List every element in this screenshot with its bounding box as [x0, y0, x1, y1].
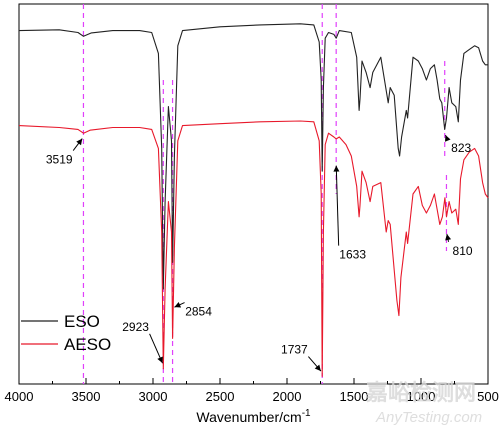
- x-axis-title: Wavenumber/cm-1: [196, 408, 311, 425]
- annotation-label-2923: 2923: [122, 320, 149, 334]
- annotation-label-823: 823: [451, 141, 471, 155]
- annotation-label-1633: 1633: [339, 248, 366, 262]
- legend-label-aeso: AESO: [64, 335, 111, 354]
- x-axis-title-superscript: -1: [302, 408, 311, 419]
- x-axis: 4000 3500 3000 2500 2000 1500 1000 500: [5, 378, 499, 404]
- annotation-label-3519: 3519: [46, 153, 73, 167]
- x-tick-label-500: 500: [477, 389, 499, 404]
- x-tick-label-4000: 4000: [5, 389, 34, 404]
- annotation-arrowhead-1633: [333, 165, 340, 172]
- x-tick-label-2500: 2500: [206, 389, 235, 404]
- annotation-arrowhead-1737: [314, 364, 321, 372]
- annotation-arrowhead-2854: [174, 301, 182, 308]
- series-line-eso: [18, 23, 488, 290]
- annotation-arrowhead-3519: [76, 138, 83, 146]
- annotation-label-2854: 2854: [185, 305, 212, 319]
- series-line-aeso: [18, 120, 489, 377]
- annotation-label-1737: 1737: [281, 343, 308, 357]
- legend: ESO AESO: [21, 312, 111, 354]
- annotation-arrowhead-810: [445, 233, 452, 241]
- watermark-url: AnyTesting.com: [375, 409, 482, 426]
- x-tick-label-3000: 3000: [139, 389, 168, 404]
- x-tick-label-1000: 1000: [407, 389, 436, 404]
- annotations: 3519 2923 2854 1737 1633 823 810: [46, 134, 473, 372]
- watermark-text: 嘉峪检测网: [366, 380, 476, 405]
- x-axis-title-main: Wavenumber/cm: [196, 409, 301, 425]
- legend-label-eso: ESO: [64, 312, 100, 331]
- x-tick-label-3500: 3500: [72, 389, 101, 404]
- annotation-arrowhead-823: [445, 135, 451, 142]
- x-tick-label-1500: 1500: [340, 389, 369, 404]
- annotation-arrow-1633: [335, 165, 340, 246]
- annotation-label-810: 810: [453, 244, 473, 258]
- x-tick-label-2000: 2000: [273, 389, 302, 404]
- series-layer: [18, 23, 489, 377]
- annotation-arrowhead-2923: [157, 356, 163, 364]
